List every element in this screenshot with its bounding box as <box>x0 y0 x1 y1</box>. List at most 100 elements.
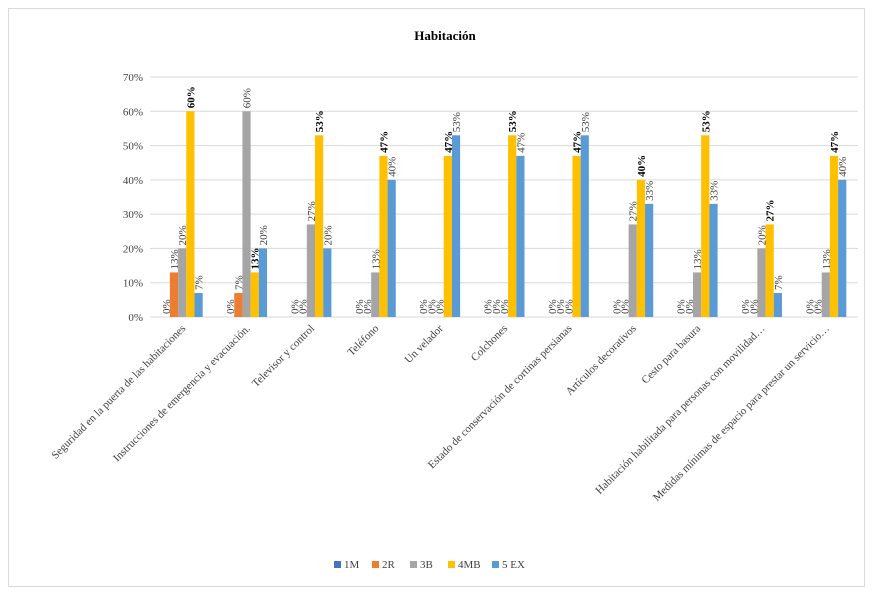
data-label: 60% <box>185 86 197 108</box>
legend-swatch <box>372 561 379 568</box>
bar <box>387 179 396 317</box>
x-tick-label: Colchones <box>469 323 510 364</box>
data-label: 20% <box>756 225 768 245</box>
x-axis: Seguridad en la puerta de las habitacion… <box>49 322 832 503</box>
data-label: 0% <box>804 299 816 314</box>
bar <box>829 155 839 317</box>
data-label: 40% <box>837 157 849 177</box>
x-tick-label: Teléfono <box>345 322 381 358</box>
y-tick-label: 50% <box>123 141 143 153</box>
legend-label: 5 EX <box>502 559 525 571</box>
legend-label: 1M <box>344 559 360 571</box>
data-label: 13% <box>250 247 262 269</box>
data-label: 0% <box>426 299 438 314</box>
legend-swatch <box>334 561 341 568</box>
data-label: 0% <box>555 299 567 314</box>
data-label: 60% <box>242 88 254 108</box>
bar <box>258 248 268 317</box>
data-label: 53% <box>700 110 712 132</box>
chart-frame <box>8 8 865 587</box>
data-label: 0% <box>435 299 447 314</box>
bar <box>701 135 710 317</box>
data-label: 13% <box>169 249 181 269</box>
data-label: 0% <box>813 299 825 314</box>
bars <box>169 111 847 318</box>
bar <box>757 248 766 317</box>
data-label: 0% <box>676 299 688 314</box>
data-label: 20% <box>258 225 270 245</box>
data-label: 47% <box>829 131 841 153</box>
data-label: 0% <box>225 299 237 314</box>
bar <box>516 155 525 317</box>
x-tick-label: Estado de conservación de cortinas persi… <box>426 323 575 472</box>
legend-label: 3B <box>420 559 433 571</box>
y-tick-label: 10% <box>123 278 143 290</box>
bar <box>838 179 847 317</box>
data-label: 53% <box>451 112 463 132</box>
data-label: 47% <box>378 131 390 153</box>
bar <box>371 272 380 317</box>
data-label: 0% <box>418 299 430 314</box>
y-tick-label: 30% <box>123 209 143 221</box>
data-label: 47% <box>572 131 584 153</box>
y-tick-label: 40% <box>123 175 143 187</box>
data-label: 0% <box>684 299 696 314</box>
data-label: 20% <box>177 225 189 245</box>
x-tick-label: Artículos decorativos <box>564 323 639 398</box>
legend-swatch <box>492 561 499 568</box>
y-tick-label: 70% <box>123 72 143 84</box>
bar <box>645 203 654 317</box>
bar <box>234 293 243 317</box>
bar <box>692 272 702 317</box>
data-label: 0% <box>547 299 559 314</box>
legend-swatch <box>410 561 417 568</box>
bar <box>194 293 203 317</box>
data-label: 27% <box>628 201 640 221</box>
data-label: 7% <box>194 275 206 290</box>
data-label: 27% <box>765 199 777 221</box>
data-label: 0% <box>620 299 632 314</box>
bar <box>636 179 646 317</box>
data-label: 0% <box>748 299 760 314</box>
data-label: 0% <box>362 299 374 314</box>
bar <box>169 272 179 317</box>
bar <box>572 155 581 317</box>
bar <box>443 155 452 317</box>
data-label: 0% <box>499 299 511 314</box>
y-axis: 0% 10% 20% 30% 40% 50% 60% 70% <box>123 72 143 324</box>
data-label: 7% <box>773 275 785 290</box>
data-label: 53% <box>507 110 519 132</box>
data-label: 13% <box>821 249 833 269</box>
data-label: 0% <box>491 299 503 314</box>
data-label: 40% <box>387 157 399 177</box>
data-label: 53% <box>580 112 592 132</box>
bar <box>508 135 517 317</box>
legend-swatch <box>448 561 455 568</box>
data-label: 0% <box>298 299 310 314</box>
x-tick-label: Seguridad en la puerta de las habitacion… <box>49 323 188 462</box>
data-label: 27% <box>306 201 318 221</box>
y-tick-label: 60% <box>123 106 143 118</box>
bar <box>773 293 782 317</box>
bar <box>580 135 589 317</box>
x-tick-label: Televisor y control <box>250 323 317 390</box>
x-tick-label: Instrucciones de emergencia y evacuación… <box>111 322 253 464</box>
data-label: 40% <box>636 155 648 177</box>
bar <box>186 111 195 318</box>
data-label: 0% <box>354 299 366 314</box>
bar <box>242 111 251 318</box>
data-label: 33% <box>708 181 720 201</box>
data-label: 0% <box>290 299 302 314</box>
bar <box>315 135 324 317</box>
data-labels: 0%13%20%60%7%0%7%60%13%20%0%0%27%53%20%0… <box>161 86 849 314</box>
bar <box>765 224 774 317</box>
legend: 1M 2R 3B 4MB 5 EX <box>334 559 525 571</box>
data-label: 20% <box>322 225 334 245</box>
y-tick-label: 0% <box>128 312 143 324</box>
data-label: 7% <box>233 275 245 290</box>
bar <box>709 203 718 317</box>
bar <box>306 224 316 317</box>
data-label: 13% <box>370 249 382 269</box>
data-label: 0% <box>161 299 173 314</box>
